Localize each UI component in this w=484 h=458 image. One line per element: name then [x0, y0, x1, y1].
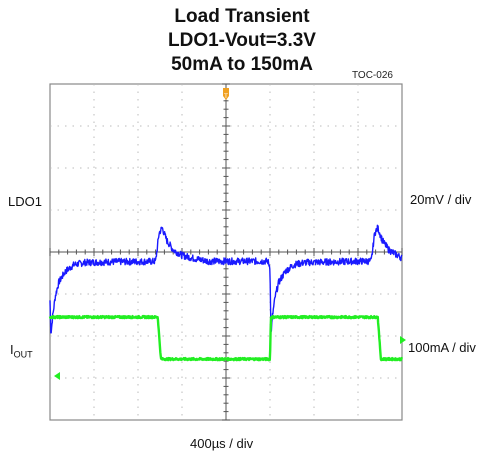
- ldo1-trace: [49, 224, 403, 334]
- figure-id: TOC-026: [352, 70, 393, 81]
- iout-label-sub: OUT: [13, 349, 33, 360]
- ldo1-channel-label: LDO1: [8, 194, 42, 209]
- chart-title-line-2: LDO1-Vout=3.3V: [168, 30, 316, 51]
- markers: T: [54, 88, 406, 380]
- grid: [49, 83, 403, 421]
- trigger-position-marker: [223, 88, 229, 100]
- iout-label-main: I: [10, 342, 14, 357]
- iout-channel-label: IOUT: [10, 342, 33, 360]
- trigger-marker-glyph: T: [223, 93, 228, 100]
- iout-scale-label: 100mA / div: [408, 340, 476, 355]
- ldo1-scale-label: 20mV / div: [410, 192, 472, 207]
- iout-trace: [48, 314, 403, 362]
- time-scale-label: 400µs / div: [190, 436, 254, 451]
- traces: [48, 224, 403, 362]
- iout-trigger-level-marker: [54, 372, 60, 380]
- chart-title-line-1: Load Transient: [174, 6, 310, 27]
- chart-title-line-3: 50mA to 150mA: [171, 54, 313, 75]
- iout-channel-offset-marker: [400, 336, 406, 344]
